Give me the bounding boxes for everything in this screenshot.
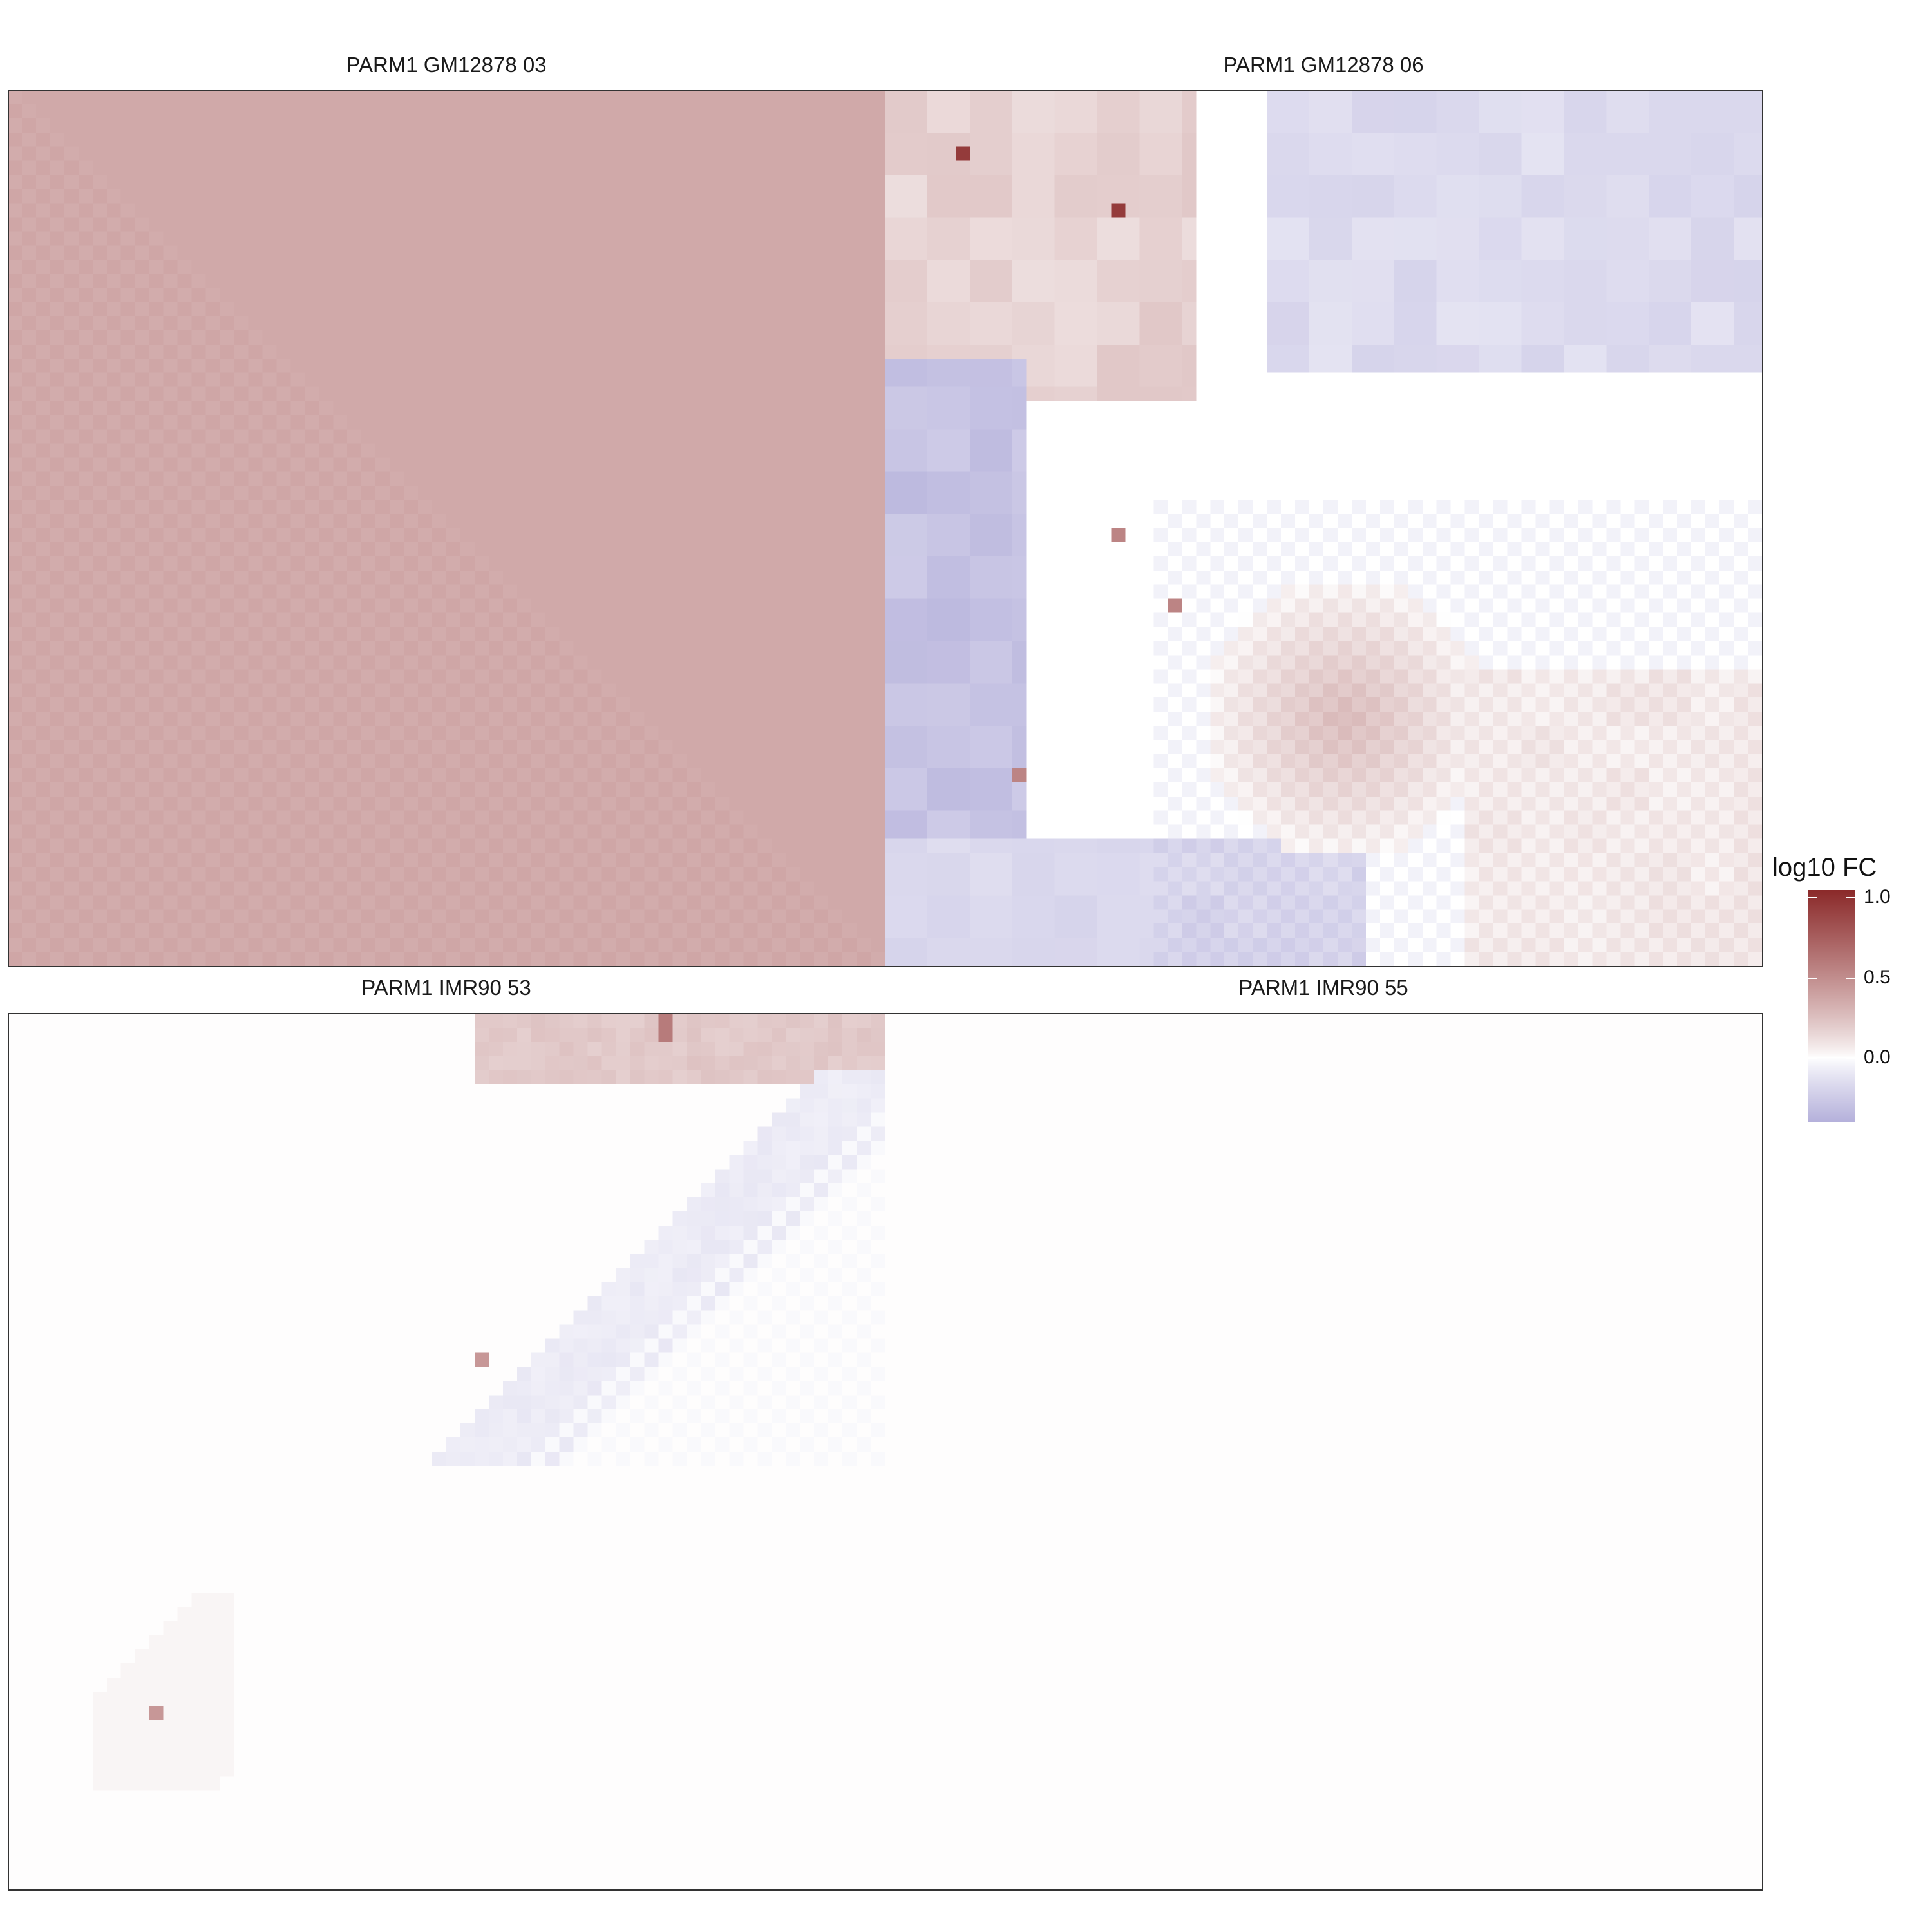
facet-title-1: PARM1 GM12878 03 [346, 53, 547, 77]
legend-tick-label: 1.0 [1864, 886, 1891, 908]
heatmap-panel-1 [8, 90, 885, 966]
heatmap-panel-4 [885, 1014, 1762, 1889]
legend-tick-mark [1846, 977, 1855, 979]
heatmap-cells-2 [885, 90, 1762, 966]
heatmap-panel-3 [8, 1014, 885, 1889]
facet-title-4: PARM1 IMR90 55 [1238, 976, 1408, 999]
legend-colorbar [1808, 890, 1855, 1122]
heatmap-panel-2 [885, 90, 1762, 966]
legend-title: log10 FC [1772, 853, 1877, 882]
legend-tick-mark [1808, 977, 1817, 979]
heatmap-cells-1 [8, 90, 885, 966]
facet-title-2: PARM1 GM12878 06 [1223, 53, 1424, 77]
heatmap-cells-4 [885, 1014, 1762, 1889]
legend-tick-mark [1846, 897, 1855, 899]
legend-tick-mark [1808, 897, 1817, 899]
legend-tick-mark [1808, 1057, 1817, 1059]
legend-tick-mark [1846, 1057, 1855, 1059]
legend-tick-label: 0.5 [1864, 966, 1891, 988]
heatmap-cells-3 [8, 1014, 885, 1889]
legend-tick-label: 0.0 [1864, 1046, 1891, 1068]
facet-title-3: PARM1 IMR90 53 [361, 976, 531, 999]
